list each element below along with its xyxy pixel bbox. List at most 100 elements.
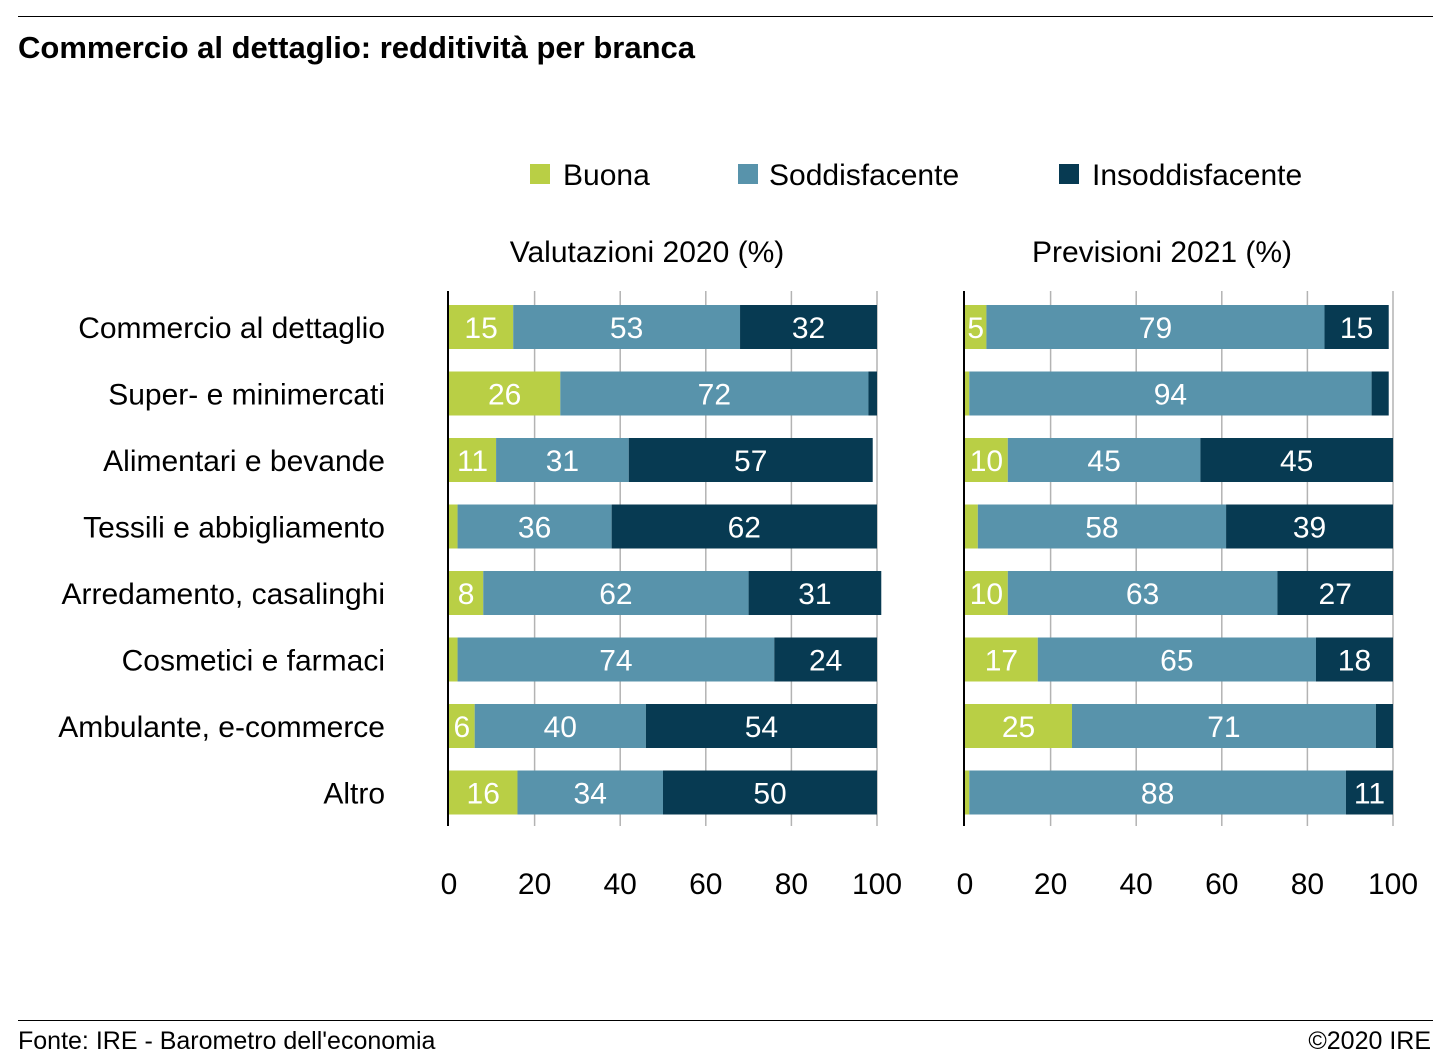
bar-segment-soddisfacente	[474, 704, 646, 748]
bar-segment-soddisfacente	[457, 504, 612, 549]
data-label: 18	[1338, 645, 1371, 678]
bar-segment-insoddisfacente	[628, 438, 873, 482]
data-label: 15	[1340, 312, 1373, 345]
category-label: Commercio al dettaglio	[78, 312, 385, 345]
bar-segment-insoddisfacente	[748, 571, 882, 615]
bar-segment-soddisfacente	[513, 305, 741, 349]
data-label: 8	[458, 578, 475, 611]
data-label: 39	[1293, 512, 1326, 545]
data-label: 40	[544, 711, 577, 744]
bar-segment-insoddisfacente	[1200, 438, 1393, 482]
x-tick-label: 0	[957, 868, 974, 901]
data-label: 53	[610, 312, 643, 345]
legend-label-insoddisfacente: Insoddisfacente	[1092, 159, 1302, 192]
bar-segment-buona	[965, 571, 1008, 615]
bar-segment-soddisfacente	[977, 504, 1227, 549]
data-label: 16	[467, 778, 500, 811]
bar-segment-buona	[449, 305, 514, 349]
category-label: Super- e minimercati	[108, 379, 385, 412]
x-tick-label: 60	[1205, 868, 1238, 901]
source-note: Fonte: IRE - Barometro dell'economia	[18, 1027, 436, 1055]
data-label: 10	[970, 445, 1003, 478]
x-tick-label: 80	[1291, 868, 1324, 901]
bar-segment-insoddisfacente	[663, 770, 877, 815]
data-label: 24	[809, 645, 842, 678]
bar-segment-insoddisfacente	[1375, 704, 1393, 748]
bar-segment-insoddisfacente	[1226, 504, 1393, 549]
bottom-rule	[18, 1020, 1433, 1021]
bar-segment-soddisfacente	[986, 305, 1325, 349]
category-label: Cosmetici e farmaci	[122, 645, 385, 678]
data-label: 50	[753, 778, 786, 811]
bar-segment-insoddisfacente	[1277, 571, 1393, 615]
data-label: 45	[1087, 445, 1120, 478]
data-label: 34	[574, 778, 607, 811]
x-tick-label: 40	[604, 868, 637, 901]
legend-label-soddisfacente: Soddisfacente	[769, 159, 959, 192]
bar-segment-soddisfacente	[517, 770, 663, 815]
copyright-note: ©2020 IRE	[1308, 1027, 1431, 1055]
category-label: Alimentari e bevande	[103, 445, 385, 478]
x-tick-label: 100	[1368, 868, 1418, 901]
bar-segment-buona	[965, 504, 978, 549]
data-label: 25	[1002, 711, 1035, 744]
bar-segment-soddisfacente	[1037, 637, 1316, 682]
bar-segment-insoddisfacente	[1371, 371, 1389, 416]
bar-segment-insoddisfacente	[740, 305, 877, 349]
bar-segment-insoddisfacente	[1345, 770, 1393, 815]
legend-swatch-insoddisfacente	[1059, 164, 1079, 184]
bar-segment-insoddisfacente	[1315, 637, 1393, 682]
data-label: 17	[985, 645, 1018, 678]
data-label: 6	[453, 711, 470, 744]
bar-segment-soddisfacente	[1007, 571, 1278, 615]
bar-segment-soddisfacente	[969, 770, 1346, 815]
bar-segment-buona	[449, 504, 458, 549]
bar-segment-buona	[965, 305, 987, 349]
category-label: Arredamento, casalinghi	[61, 578, 385, 611]
data-label: 58	[1085, 512, 1118, 545]
data-label: 72	[698, 379, 731, 412]
bar-segment-soddisfacente	[496, 438, 629, 482]
top-rule	[18, 16, 1433, 17]
category-label: Ambulante, e-commerce	[58, 711, 385, 744]
data-label: 62	[599, 578, 632, 611]
bar-segment-insoddisfacente	[645, 704, 877, 748]
bar-segment-buona	[449, 571, 484, 615]
bar-segment-buona	[449, 637, 458, 682]
data-label: 11	[1354, 778, 1385, 811]
data-label: 5	[967, 312, 984, 345]
data-label: 57	[734, 445, 767, 478]
bar-segment-buona	[965, 637, 1038, 682]
data-label: 36	[518, 512, 551, 545]
data-label: 94	[1154, 379, 1187, 412]
bar-segment-insoddisfacente	[774, 637, 877, 682]
chart-title: Commercio al dettaglio: redditività per …	[18, 30, 695, 65]
x-tick-label: 100	[852, 868, 902, 901]
data-label: 65	[1160, 645, 1193, 678]
bar-segment-buona	[449, 371, 561, 416]
x-tick-label: 40	[1120, 868, 1153, 901]
category-label: Altro	[323, 778, 385, 811]
data-label: 88	[1141, 778, 1174, 811]
bar-segment-soddisfacente	[969, 371, 1372, 416]
data-label: 45	[1280, 445, 1313, 478]
data-label: 26	[488, 379, 521, 412]
data-label: 71	[1207, 711, 1240, 744]
bar-segment-buona	[965, 704, 1072, 748]
x-tick-label: 60	[689, 868, 722, 901]
bar-segment-insoddisfacente	[1324, 305, 1389, 349]
bar-segment-insoddisfacente	[611, 504, 877, 549]
legend-swatch-buona	[530, 164, 550, 184]
bar-segment-buona	[449, 770, 518, 815]
data-label: 31	[798, 578, 831, 611]
category-label: Tessili e abbigliamento	[83, 512, 385, 545]
bar-segment-soddisfacente	[560, 371, 869, 416]
data-label: 31	[546, 445, 579, 478]
bar-segment-soddisfacente	[457, 637, 775, 682]
data-label: 74	[599, 645, 632, 678]
data-label: 62	[728, 512, 761, 545]
x-tick-label: 0	[441, 868, 458, 901]
bar-segment-soddisfacente	[1072, 704, 1376, 748]
data-label: 63	[1126, 578, 1159, 611]
